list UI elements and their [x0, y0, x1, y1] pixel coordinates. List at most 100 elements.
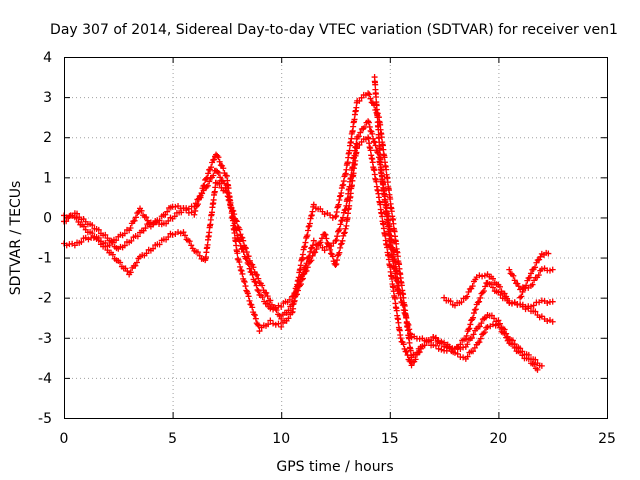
track-a-marker	[215, 169, 222, 176]
track-c-marker	[240, 277, 247, 284]
track-d-marker	[506, 299, 513, 306]
track-c-marker	[482, 283, 489, 290]
track-a-marker	[470, 331, 477, 338]
track-b-marker	[150, 245, 157, 252]
track-c-marker	[147, 219, 154, 226]
track-b-marker	[464, 353, 471, 360]
track-c-marker	[95, 226, 102, 233]
track-f-marker	[526, 274, 533, 281]
track-c-marker	[245, 293, 252, 300]
track-b-marker	[511, 344, 518, 351]
track-g-marker	[375, 126, 382, 133]
track-c-marker	[237, 267, 244, 274]
track-d-marker	[458, 299, 465, 306]
track-b-marker	[326, 242, 333, 249]
plot-frame	[64, 57, 608, 419]
track-b-marker	[245, 253, 252, 260]
track-e-marker	[510, 272, 517, 279]
track-c-marker	[109, 239, 116, 246]
track-b-marker	[477, 335, 484, 342]
track-c-marker	[544, 318, 551, 325]
track-b-marker	[263, 289, 270, 296]
track-d-marker	[447, 298, 454, 305]
track-g-marker	[373, 94, 380, 101]
track-b-marker	[470, 348, 477, 355]
track-b-marker	[323, 235, 330, 242]
track-b-marker	[239, 234, 246, 241]
track-b-marker	[102, 243, 109, 250]
track-d-marker	[476, 272, 483, 279]
track-c-marker	[403, 314, 410, 321]
track-d-marker	[549, 298, 556, 305]
track-c-marker	[201, 182, 208, 189]
track-b-marker	[356, 142, 363, 149]
track-c-marker	[216, 158, 223, 165]
track-b-marker	[180, 229, 187, 236]
track-a-marker	[206, 178, 213, 185]
track-b-marker	[534, 366, 541, 373]
track-b-marker	[503, 334, 510, 341]
track-b-marker	[397, 335, 404, 342]
track-d-marker	[503, 293, 510, 300]
track-c-marker	[438, 339, 445, 346]
track-f-marker	[527, 270, 534, 277]
track-b-marker	[209, 209, 216, 216]
y-axis-label: SDTVAR / TECUs	[8, 181, 24, 296]
track-c-marker	[278, 323, 285, 330]
track-a-marker	[333, 237, 340, 244]
data-series	[61, 74, 556, 373]
track-c-marker	[246, 297, 253, 304]
track-a-marker	[254, 286, 261, 293]
track-c-marker	[267, 317, 274, 324]
track-b-marker	[169, 231, 176, 238]
track-c-marker	[275, 320, 282, 327]
track-b-marker	[333, 261, 340, 268]
track-c-marker	[204, 174, 211, 181]
track-c-marker	[465, 326, 472, 333]
x-tick-label: 25	[598, 431, 616, 447]
track-c-marker	[89, 222, 96, 229]
track-b-marker	[332, 262, 339, 269]
track-c-marker	[255, 322, 262, 329]
track-c-marker	[321, 211, 328, 218]
track-b-marker	[133, 259, 140, 266]
track-c-marker	[220, 165, 227, 172]
track-b-marker	[210, 196, 217, 203]
track-c-marker	[74, 210, 81, 217]
track-a-marker	[367, 127, 374, 134]
track-a-marker	[435, 345, 442, 352]
track-b-marker	[342, 225, 349, 232]
track-c-marker	[310, 201, 317, 208]
track-b-marker	[259, 282, 266, 289]
track-c-marker	[200, 182, 207, 189]
track-a-marker	[253, 282, 260, 289]
track-b-marker	[531, 361, 538, 368]
track-a-marker	[438, 346, 445, 353]
track-a-marker	[275, 302, 282, 309]
track-c-marker	[192, 207, 199, 214]
track-b-marker	[337, 244, 344, 251]
track-b-marker	[165, 233, 172, 240]
track-b-marker	[492, 322, 499, 329]
track-b-marker	[400, 341, 407, 348]
track-c-marker	[241, 278, 248, 285]
grid	[64, 57, 607, 418]
track-c-marker	[239, 270, 246, 277]
track-c-marker	[404, 327, 411, 334]
track-d-marker	[469, 283, 476, 290]
track-a-marker	[464, 341, 471, 348]
track-a-marker	[121, 230, 128, 237]
track-b-marker	[303, 267, 310, 274]
track-e-marker	[515, 283, 522, 290]
track-c-marker	[272, 321, 279, 328]
track-a-marker	[143, 214, 150, 221]
track-e-marker	[529, 281, 536, 288]
track-e-marker	[535, 272, 542, 279]
track-b-marker	[124, 268, 131, 275]
track-b-marker	[321, 231, 328, 238]
track-c-marker	[128, 237, 135, 244]
track-c-marker	[393, 240, 400, 247]
track-b-marker	[312, 249, 319, 256]
track-a-marker	[365, 119, 372, 126]
track-f-marker	[523, 282, 530, 289]
